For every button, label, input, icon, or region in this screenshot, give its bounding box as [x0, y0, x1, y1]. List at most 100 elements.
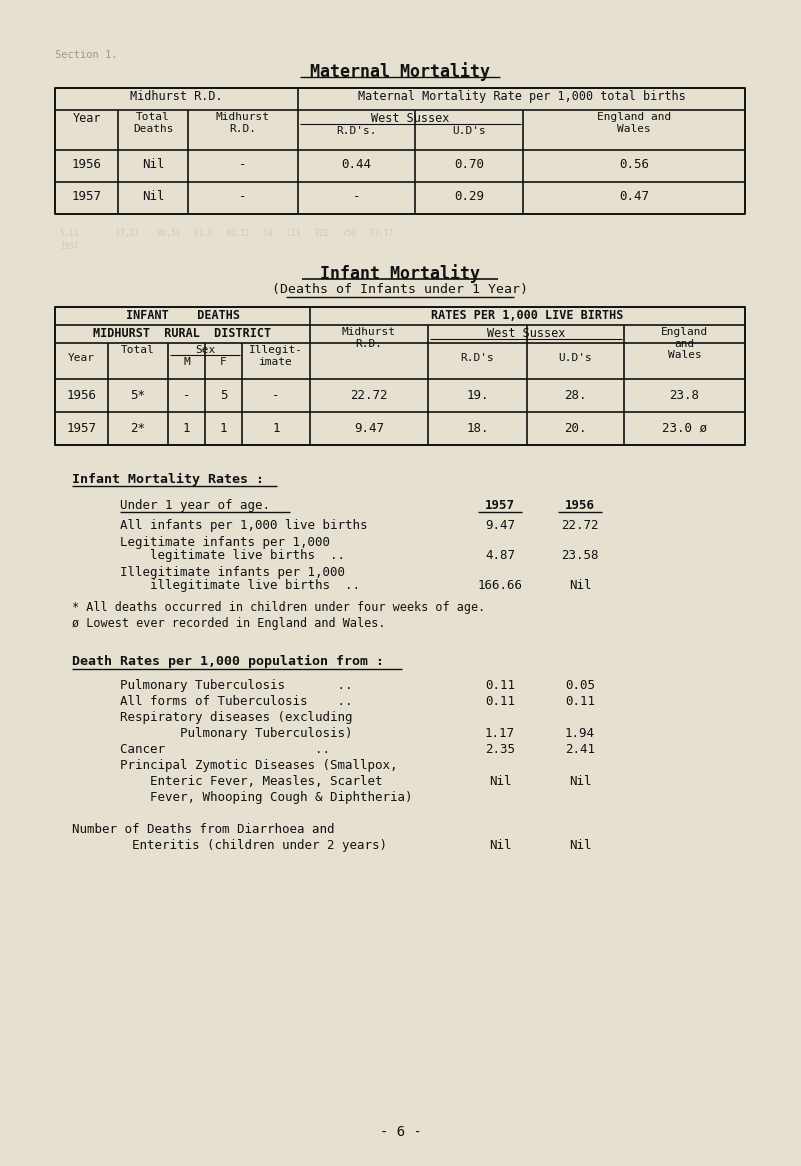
- Text: 1956: 1956: [66, 389, 96, 402]
- Text: Midhurst
R.D.: Midhurst R.D.: [216, 112, 270, 134]
- Text: 5: 5: [219, 389, 227, 402]
- Text: West Sussex: West Sussex: [372, 112, 449, 125]
- Text: Enteric Fever, Measles, Scarlet: Enteric Fever, Measles, Scarlet: [90, 775, 383, 788]
- Text: 1957: 1957: [60, 243, 78, 251]
- Text: 1956: 1956: [565, 499, 595, 512]
- Text: Enteritis (children under 2 years): Enteritis (children under 2 years): [72, 840, 387, 852]
- Text: Legitimate infants per 1,000: Legitimate infants per 1,000: [120, 536, 330, 549]
- Text: Nil: Nil: [569, 580, 591, 592]
- Text: 0.11: 0.11: [565, 695, 595, 708]
- Text: Maternal Mortality Rate per 1,000 total births: Maternal Mortality Rate per 1,000 total …: [357, 90, 686, 103]
- Text: 22.72: 22.72: [562, 519, 599, 532]
- Text: 9.47: 9.47: [485, 519, 515, 532]
- Text: -: -: [183, 389, 191, 402]
- Text: All forms of Tuberculosis    ..: All forms of Tuberculosis ..: [90, 695, 352, 708]
- Text: 0.56: 0.56: [619, 159, 649, 171]
- Text: 1956: 1956: [71, 159, 102, 171]
- Text: U.D's: U.D's: [452, 126, 486, 136]
- Text: 0.11: 0.11: [485, 679, 515, 691]
- Text: Pulmonary Tuberculosis): Pulmonary Tuberculosis): [90, 726, 352, 740]
- Text: Under 1 year of age.: Under 1 year of age.: [120, 499, 270, 512]
- Text: 4.87: 4.87: [485, 549, 515, 562]
- Text: 1957: 1957: [66, 422, 96, 435]
- Text: England
and
Wales: England and Wales: [661, 326, 708, 360]
- Text: Illegit-
imate: Illegit- imate: [249, 345, 303, 366]
- Text: Number of Deaths from Diarrhoea and: Number of Deaths from Diarrhoea and: [72, 823, 335, 836]
- Text: 23.8: 23.8: [670, 389, 699, 402]
- Text: 1: 1: [272, 422, 280, 435]
- Text: 166.66: 166.66: [477, 580, 522, 592]
- Text: Fever, Whooping Cough & Diphtheria): Fever, Whooping Cough & Diphtheria): [90, 791, 413, 805]
- Text: Principal Zymotic Diseases (Smallpox,: Principal Zymotic Diseases (Smallpox,: [90, 759, 397, 772]
- Bar: [55, 87, 745, 215]
- Text: West Sussex: West Sussex: [487, 326, 566, 340]
- Text: 1957: 1957: [485, 499, 515, 512]
- Text: MIDHURST  RURAL  DISTRICT: MIDHURST RURAL DISTRICT: [94, 326, 272, 340]
- Text: Pulmonary Tuberculosis       ..: Pulmonary Tuberculosis ..: [90, 679, 352, 691]
- Text: 18.: 18.: [466, 422, 489, 435]
- Text: 0.44: 0.44: [341, 159, 372, 171]
- Text: Total
Deaths: Total Deaths: [133, 112, 173, 134]
- Text: Nil: Nil: [142, 190, 164, 203]
- Text: Respiratory diseases (excluding: Respiratory diseases (excluding: [90, 711, 352, 724]
- Text: ø Lowest ever recorded in England and Wales.: ø Lowest ever recorded in England and Wa…: [72, 617, 385, 630]
- Text: 2.35: 2.35: [485, 743, 515, 756]
- Text: 5,11        17,17    80,51   81.0   60,11   14   111   322   358   17,17: 5,11 17,17 80,51 81.0 60,11 14 111 322 3…: [60, 229, 393, 238]
- Text: Section 1.: Section 1.: [55, 50, 118, 59]
- Text: 1957: 1957: [71, 190, 102, 203]
- Text: Nil: Nil: [569, 840, 591, 852]
- Text: 0.29: 0.29: [454, 190, 484, 203]
- Text: 28.: 28.: [564, 389, 587, 402]
- Text: 0.11: 0.11: [485, 695, 515, 708]
- Text: 0.47: 0.47: [619, 190, 649, 203]
- Text: Nil: Nil: [142, 159, 164, 171]
- Text: R.D's: R.D's: [461, 353, 494, 363]
- Text: 0.70: 0.70: [454, 159, 484, 171]
- Text: Total: Total: [121, 345, 155, 354]
- Text: Midhurst R.D.: Midhurst R.D.: [131, 90, 223, 103]
- Text: Death Rates per 1,000 population from :: Death Rates per 1,000 population from :: [72, 655, 384, 668]
- Text: -: -: [352, 190, 360, 203]
- Text: Maternal Mortality: Maternal Mortality: [310, 62, 490, 80]
- Text: illegitimate live births  ..: illegitimate live births ..: [120, 580, 360, 592]
- Text: U.D's: U.D's: [558, 353, 593, 363]
- Text: Cancer                    ..: Cancer ..: [90, 743, 330, 756]
- Text: 1: 1: [219, 422, 227, 435]
- Text: INFANT    DEATHS: INFANT DEATHS: [126, 309, 239, 322]
- Text: England and
Wales: England and Wales: [597, 112, 671, 134]
- Text: Illegitimate infants per 1,000: Illegitimate infants per 1,000: [120, 566, 345, 580]
- Text: 1.94: 1.94: [565, 726, 595, 740]
- Text: Nil: Nil: [569, 775, 591, 788]
- Text: Year: Year: [72, 112, 101, 125]
- Text: M: M: [183, 357, 190, 367]
- Text: legitimate live births  ..: legitimate live births ..: [120, 549, 345, 562]
- Bar: [55, 307, 745, 445]
- Text: RATES PER 1,000 LIVE BIRTHS: RATES PER 1,000 LIVE BIRTHS: [431, 309, 624, 322]
- Text: R.D's.: R.D's.: [336, 126, 376, 136]
- Text: 1.17: 1.17: [485, 726, 515, 740]
- Text: 1: 1: [183, 422, 191, 435]
- Text: Nil: Nil: [489, 840, 511, 852]
- Text: Year: Year: [68, 353, 95, 363]
- Text: Midhurst
R.D.: Midhurst R.D.: [342, 326, 396, 349]
- Text: Sex: Sex: [195, 345, 215, 354]
- Text: 22.72: 22.72: [350, 389, 388, 402]
- Text: -: -: [239, 190, 247, 203]
- Text: -: -: [272, 389, 280, 402]
- Text: - 6 -: - 6 -: [380, 1125, 421, 1139]
- Text: 2.41: 2.41: [565, 743, 595, 756]
- Text: * All deaths occurred in children under four weeks of age.: * All deaths occurred in children under …: [72, 600, 485, 614]
- Text: All infants per 1,000 live births: All infants per 1,000 live births: [120, 519, 368, 532]
- Text: 20.: 20.: [564, 422, 587, 435]
- Text: Infant Mortality Rates :: Infant Mortality Rates :: [72, 473, 264, 486]
- Text: -: -: [239, 159, 247, 171]
- Text: 9.47: 9.47: [354, 422, 384, 435]
- Text: 5*: 5*: [131, 389, 146, 402]
- Text: 0.05: 0.05: [565, 679, 595, 691]
- Text: F: F: [220, 357, 227, 367]
- Text: 23.58: 23.58: [562, 549, 599, 562]
- Text: 23.0 ø: 23.0 ø: [662, 422, 707, 435]
- Text: (Deaths of Infants under 1 Year): (Deaths of Infants under 1 Year): [272, 283, 528, 296]
- Text: Nil: Nil: [489, 775, 511, 788]
- Text: 19.: 19.: [466, 389, 489, 402]
